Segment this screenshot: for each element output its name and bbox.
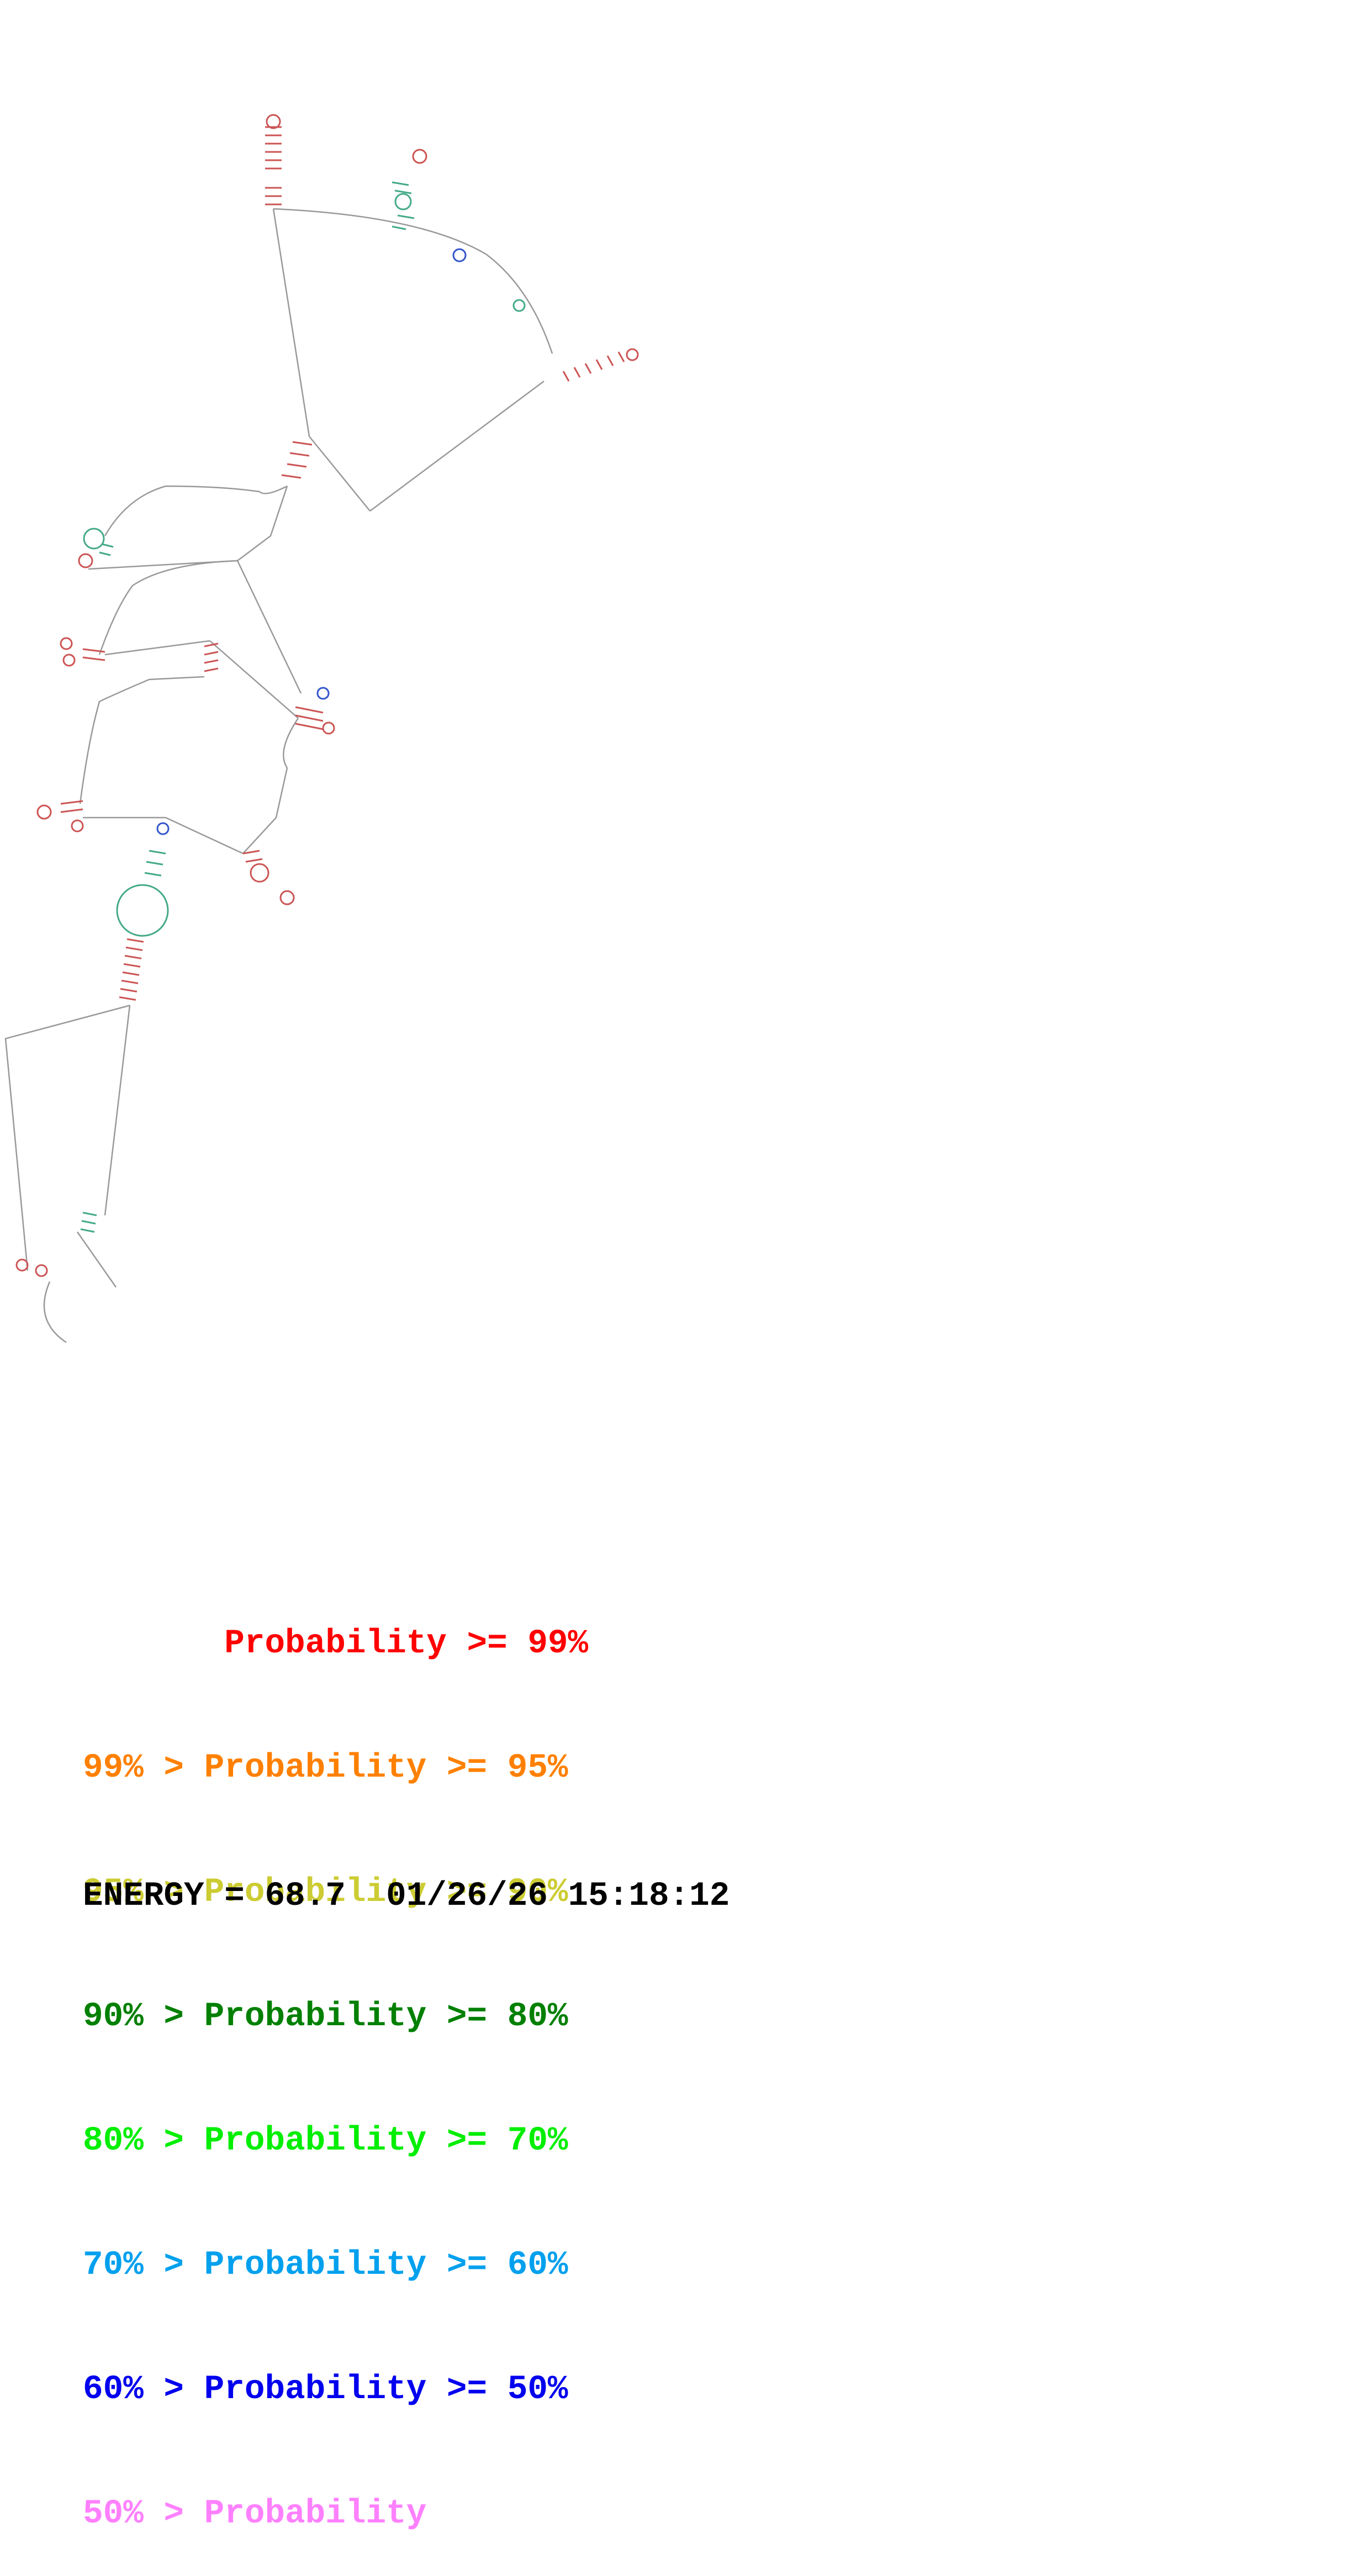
legend-entry-50: 60% > Probability >= 50% [83, 2370, 568, 2409]
backbone-lines [4, 208, 553, 1344]
hairpin-loop-right-arm [626, 348, 639, 361]
backbone-arc-5 [209, 640, 299, 719]
helix-left-1 [99, 543, 114, 556]
legend-entry-95: 99% > Probability >= 95% [83, 1749, 568, 1787]
backbone-right-link-2 [236, 560, 302, 694]
helix-left-3 [82, 648, 105, 661]
hairpin-loop-right-4 [279, 890, 295, 905]
rna-secondary-structure-diagram [4, 114, 639, 1344]
internal-loop-right-4 [250, 863, 269, 883]
backbone-left-arc-6 [79, 676, 205, 804]
hairpin-loop-small-2 [512, 299, 526, 312]
helix-bottom [80, 1211, 97, 1233]
hairpin-loop-left-2 [78, 553, 93, 568]
backbone-arc-8 [165, 816, 244, 855]
hairpin-loop-center-4 [156, 822, 170, 835]
hairpin-loop-left-3a [60, 637, 73, 650]
legend-entry-70: 80% > Probability >= 70% [83, 2122, 568, 2160]
backbone-lower-right [104, 1005, 131, 1216]
legend-entry-99: Probability >= 99% [83, 1625, 589, 1663]
helix-center-4 [144, 850, 166, 877]
backbone-left-arc-1 [104, 485, 288, 536]
backbone-arc-9 [242, 767, 288, 854]
legend-entry-60: 70% > Probability >= 60% [83, 2246, 568, 2284]
helix-center [281, 441, 313, 479]
backbone-right-diagonal [369, 380, 545, 512]
helix-right-arm [562, 351, 625, 382]
hairpin-loop-right-3 [316, 687, 330, 700]
helix-right-4 [242, 850, 263, 863]
energy-timestamp-footer: ENERGY = 68.7 01/26/26 15:18:12 [83, 1877, 730, 1915]
backbone-bottom-arc [43, 1281, 67, 1344]
hairpin-loop-top [266, 114, 281, 129]
backbone-arc-4 [104, 640, 210, 656]
backbone-left-arc-3 [98, 560, 238, 655]
legend-entry-90: 95% > Probability >= 90% [83, 1873, 568, 1911]
backbone-mid-link-1 [237, 486, 288, 561]
legend-entry-below-50: 50% > Probability [83, 2495, 427, 2533]
hairpin-loop-upper-right [412, 149, 427, 164]
helices [15, 114, 639, 1277]
legend-entry-80: 90% > Probability >= 80% [83, 1998, 568, 2036]
backbone-arc-10 [283, 718, 299, 768]
helix-upper-right [392, 181, 415, 230]
backbone-bottom-tail [76, 1231, 117, 1288]
hairpin-loop-left-4a [36, 804, 52, 820]
backbone-top-arc [273, 208, 553, 354]
hairpin-loop-bottom-mid [35, 1264, 48, 1277]
helix-left-4 [60, 800, 83, 813]
hairpin-loop-small-1 [452, 248, 467, 262]
helix-mid-right [204, 642, 219, 672]
hairpin-loop-left-4b [71, 819, 84, 833]
hairpin-loop-right-3b [322, 721, 335, 735]
multiloop-large [116, 884, 169, 937]
helix-right-3 [295, 706, 324, 730]
probability-legend: Probability >= 99% 99% > Probability >= … [83, 1540, 588, 2576]
backbone-spine [272, 208, 310, 437]
backbone-lower-left [4, 1004, 130, 1271]
helix-lower-long [119, 938, 144, 1001]
hairpin-loop-left-3b [62, 654, 76, 667]
internal-loop-upper-right [394, 193, 412, 210]
backbone-right-return [309, 436, 371, 512]
helix-top [265, 126, 282, 206]
hairpin-loop-bottom-left [15, 1258, 29, 1272]
hairpin-loop-left-1 [83, 528, 105, 550]
